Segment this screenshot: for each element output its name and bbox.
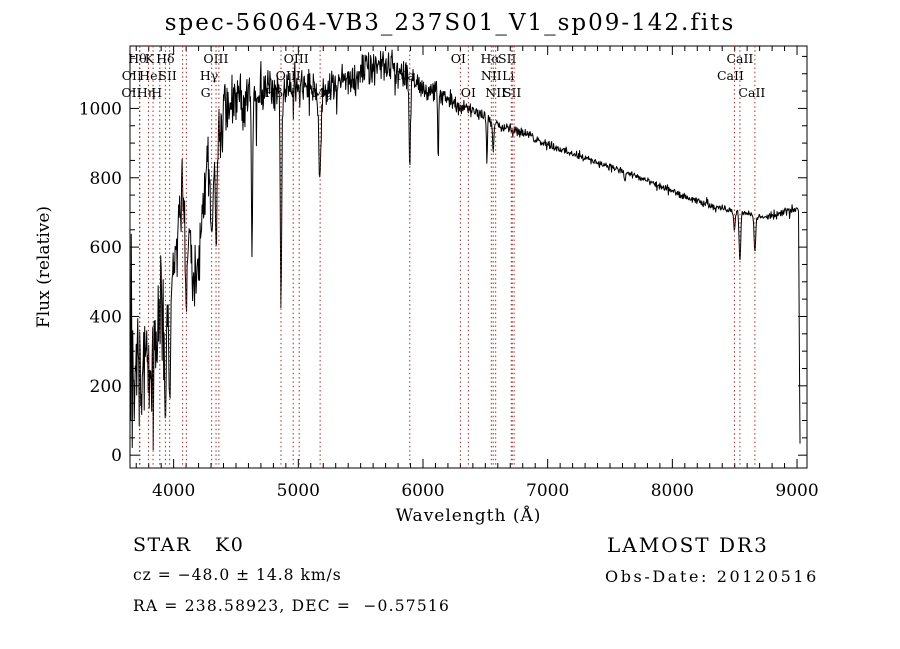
spectrum-line <box>130 49 801 451</box>
line-label-OIII: OIII <box>284 51 309 66</box>
line-label-CaII: CaII <box>726 51 753 66</box>
x-axis-label: Wavelength (Å) <box>395 506 542 526</box>
line-label-H: H <box>151 85 162 100</box>
line-label-CaII: CaII <box>738 85 765 100</box>
survey-release-text: LAMOST DR3 <box>607 533 769 557</box>
line-label-NII: NII <box>481 68 502 83</box>
line-label-NII: NII <box>485 85 506 100</box>
x-tick-label: 4000 <box>152 481 195 501</box>
line-label-Hθ: Hθ <box>128 51 146 66</box>
line-label-Li: Li <box>502 68 514 83</box>
y-tick-label: 0 <box>111 446 122 466</box>
line-label-OII: OII <box>122 68 142 83</box>
line-label-Hγ: Hγ <box>200 68 218 83</box>
y-tick-label: 400 <box>90 307 122 327</box>
obs-date-text: Obs-Date: 20120516 <box>605 567 819 586</box>
line-label-OIII: OIII <box>203 51 228 66</box>
line-label-Hη: Hη <box>137 85 155 100</box>
y-tick-label: 200 <box>90 377 122 397</box>
line-label-OII: OII <box>121 85 141 100</box>
x-tick-label: 8000 <box>651 481 694 501</box>
line-label-CaII: CaII <box>717 68 744 83</box>
y-tick-label: 1000 <box>79 99 122 119</box>
classification-text: STAR <box>133 534 192 556</box>
subclass-text: K0 <box>215 534 245 556</box>
x-tick-label: 6000 <box>401 481 444 501</box>
x-tick-label: 7000 <box>526 481 569 501</box>
ra-dec-text: RA = 238.58923, DEC = −0.57516 <box>133 597 451 615</box>
line-label-G: G <box>201 85 211 100</box>
line-label-SII: SII <box>158 68 177 83</box>
x-tick-label: 9000 <box>775 481 818 501</box>
line-label-OI: OI <box>451 51 466 66</box>
y-axis-label: Flux (relative) <box>34 205 54 329</box>
line-label-HeI: HeI <box>139 68 162 83</box>
y-tick-label: 600 <box>90 238 122 258</box>
plot-title: spec-56064-VB3_237S01_V1_sp09-142.fits <box>164 10 736 36</box>
line-label-OI: OI <box>461 85 476 100</box>
radial-velocity-text: cz = −48.0 ± 14.8 km/s <box>133 566 342 584</box>
x-tick-label: 5000 <box>277 481 320 501</box>
y-tick-label: 800 <box>90 169 122 189</box>
line-label-SII: SII <box>503 85 522 100</box>
line-label-K: K <box>145 51 155 66</box>
